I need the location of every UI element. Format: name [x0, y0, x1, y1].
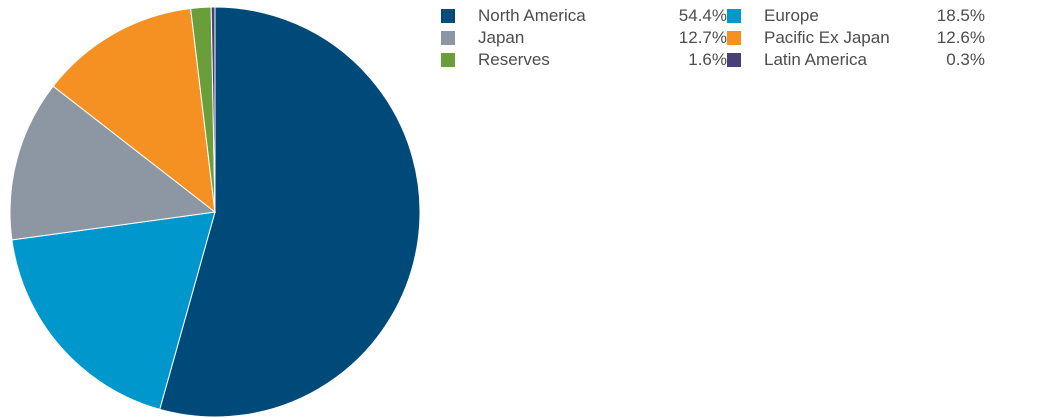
legend-swatch-north-america: [441, 9, 455, 23]
legend-label-japan: Japan: [478, 28, 525, 47]
legend-label-europe: Europe: [764, 6, 819, 25]
pie-slice-japan: [9, 85, 217, 241]
legend-label-latin-america: Latin America: [764, 50, 867, 69]
legend-swatch-reserves: [441, 53, 455, 67]
legend-value-pacific-ex-japan: 12.6%: [936, 28, 985, 47]
pie-slice-europe: [11, 211, 216, 411]
legend-value-reserves: 1.6%: [688, 50, 727, 69]
pie-slice-north-america: [159, 6, 421, 418]
pie-chart: [9, 6, 421, 418]
legend-label-north-america: North America: [478, 6, 586, 25]
legend-value-japan: 12.7%: [678, 28, 727, 47]
legend-swatch-pacific-ex-japan: [727, 31, 741, 45]
legend-value-latin-america: 0.3%: [946, 50, 985, 69]
pie-slice-pacific-ex-japan: [52, 7, 216, 214]
legend: North America 54.4% Europe 18.5% Japan 1…: [441, 5, 1038, 71]
legend-value-europe: 18.5%: [936, 6, 985, 25]
legend-swatch-latin-america: [727, 53, 741, 67]
legend-swatch-europe: [727, 9, 741, 23]
legend-label-pacific-ex-japan: Pacific Ex Japan: [764, 28, 890, 47]
legend-swatch-japan: [441, 31, 455, 45]
legend-label-reserves: Reserves: [478, 50, 550, 69]
pie-slice-latin-america: [210, 6, 216, 213]
legend-value-north-america: 54.4%: [678, 6, 727, 25]
